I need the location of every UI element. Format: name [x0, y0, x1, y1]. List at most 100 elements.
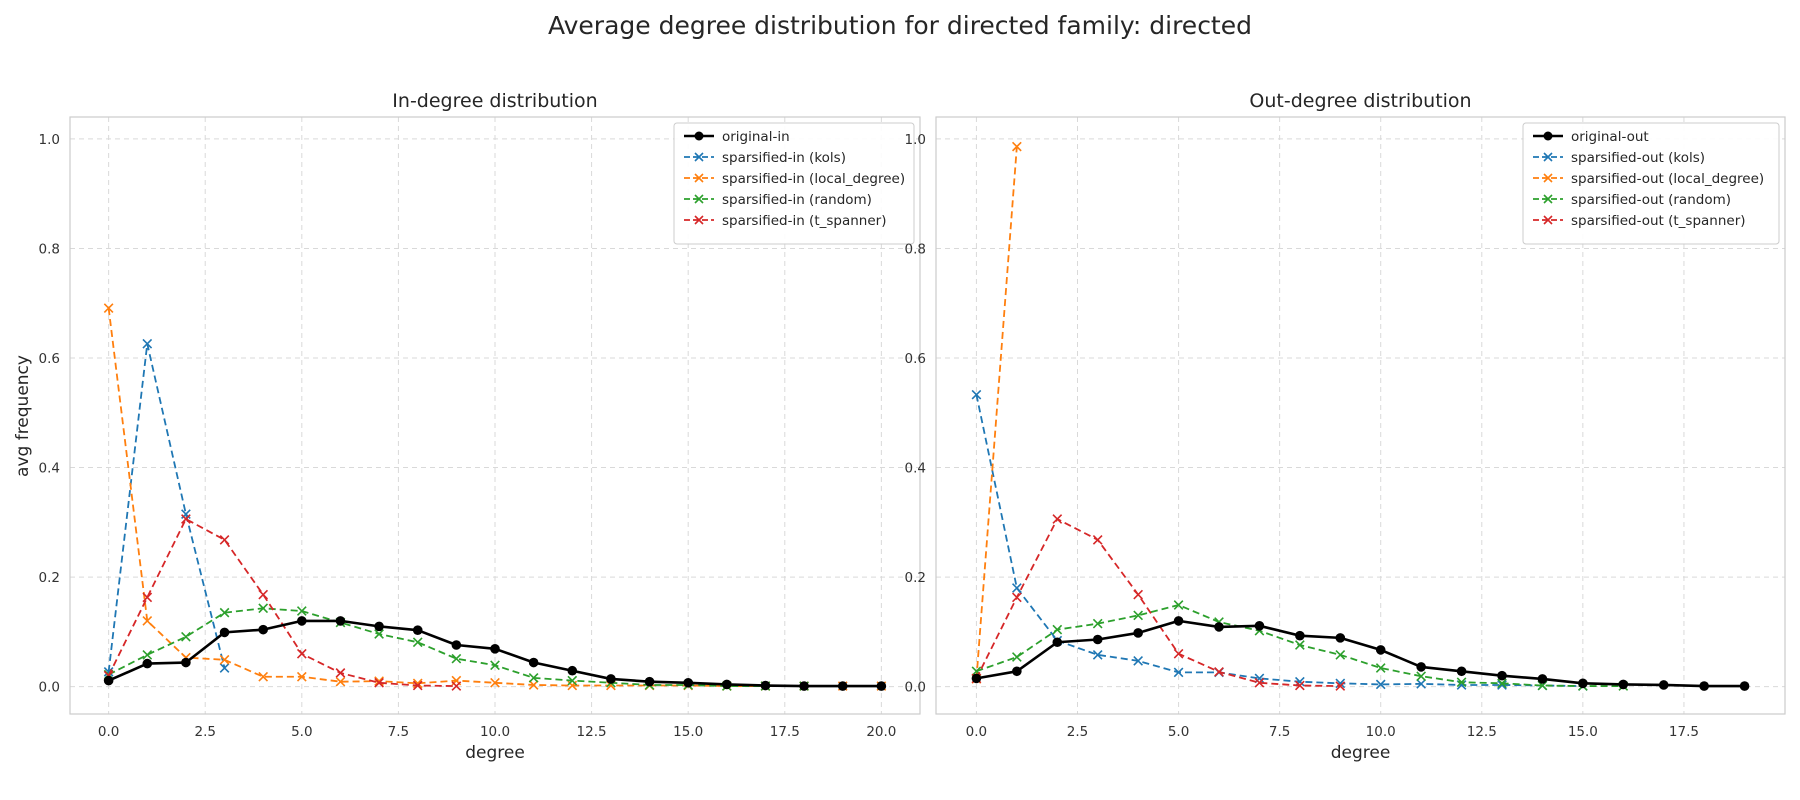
chart-0-point-random-7: [374, 629, 384, 639]
chart-1-series-line-original: [976, 619, 1745, 688]
chart-1-y-tick-label-1: 0.2: [905, 570, 926, 586]
chart-0-x-tick-label-8: 20.0: [866, 724, 896, 740]
chart-1-x-tick-label-7: 17.5: [1669, 724, 1699, 740]
chart-1-x-tick-label-1: 2.5: [1067, 724, 1088, 740]
chart-1-point-original-0: [971, 673, 982, 684]
chart-1-point-original-19: [1739, 681, 1750, 691]
chart-1-y-tick-label-2: 0.4: [905, 461, 926, 477]
chart-1-series-line-t_spanner: [975, 518, 1341, 687]
chart-1-point-original-4: [1133, 628, 1143, 638]
chart-0-point-original-9: [451, 640, 462, 650]
chart-0-point-t_spanner-8: [412, 680, 423, 691]
chart-0-y-tick-label-3: 0.6: [39, 351, 60, 367]
chart-0-point-random-1: [142, 649, 153, 660]
chart-1-point-t_spanner-7: [1254, 677, 1265, 688]
chart-1-point-local_degree-1: [1011, 141, 1022, 152]
chart-1-point-random-12: [1456, 677, 1467, 688]
chart-1-point-original-12: [1456, 666, 1467, 677]
chart-1-point-random-2: [1052, 624, 1063, 635]
chart-1-x-tick-label-0: 0.0: [966, 724, 987, 740]
chart-1-legend: original-out sparsified-out (kols) sparsif…: [1522, 122, 1780, 245]
chart-1-point-original-13: [1497, 670, 1507, 681]
chart-0-series-line-kols: [107, 342, 226, 672]
chart-0-point-random-10: [490, 660, 500, 671]
chart-0-legend-box: [673, 122, 915, 245]
chart-0-y-tick-label-4: 0.8: [39, 241, 60, 257]
chart-1-legend-label-local_degree: sparsified-out (local_degree): [1571, 171, 1764, 187]
chart-0-x-tick-label-1: 2.5: [194, 724, 215, 740]
chart-1-point-t_spanner-2: [1052, 514, 1063, 524]
chart-0-x-tick-label-0: 0.0: [98, 724, 119, 740]
chart-1-y-tick-label-0: 0.0: [905, 680, 926, 696]
chart-0-point-t_spanner-7: [374, 677, 384, 688]
chart-0-x-tick-label-4: 10.0: [480, 724, 510, 740]
chart-0-point-kols-3: [219, 663, 230, 673]
chart-1-y-tick-label-4: 0.8: [905, 241, 926, 257]
chart-0-point-local_degree-1: [142, 616, 153, 626]
y-axis-label: avg frequency: [13, 355, 33, 477]
chart-0-point-original-18: [799, 681, 809, 691]
chart-0-point-original-17: [760, 680, 771, 691]
chart-1-point-original-3: [1092, 634, 1103, 645]
chart-1-y-tick-label-3: 0.6: [905, 351, 926, 367]
chart-0-legend-marker-local_degree: [694, 173, 704, 183]
chart-0-y-tick-label-1: 0.2: [39, 570, 60, 586]
chart-1-legend-marker-local_degree: [1543, 173, 1553, 183]
chart-1-point-t_spanner-1: [1011, 592, 1022, 603]
out-degree-panel: 0.0 2.5 5.0 7.5 10.0 12.5 15.0 17.5 0.0 0.2 0.4 0.6…: [905, 90, 1786, 763]
chart-1-point-original-11: [1416, 662, 1426, 672]
chart-0-legend-marker-t_spanner: [694, 215, 704, 225]
chart-1-point-random-5: [1173, 600, 1184, 610]
chart-0-point-t_spanner-2: [181, 514, 191, 524]
chart-0-point-original-13: [606, 674, 616, 684]
chart-0-legend-label-local_degree: sparsified-in (local_degree): [722, 171, 905, 187]
chart-0-point-local_degree-0: [103, 303, 114, 314]
chart-1-title: Out-degree distribution: [1249, 90, 1471, 112]
chart-0-point-original-7: [374, 621, 384, 632]
chart-1-point-original-5: [1173, 616, 1184, 626]
chart-1-point-kols-0: [971, 389, 982, 400]
chart-0-plot-frame: [69, 116, 921, 715]
chart-1-point-random-11: [1416, 671, 1427, 682]
chart-0-point-random-3: [219, 607, 230, 618]
chart-1-point-original-14: [1537, 674, 1548, 684]
chart-1-point-original-7: [1254, 621, 1265, 631]
chart-1-point-original-10: [1375, 645, 1386, 655]
chart-0-point-random-12: [567, 675, 578, 686]
chart-0-point-t_spanner-6: [335, 668, 346, 678]
chart-1-point-kols-5: [1173, 667, 1184, 678]
chart-1-point-original-1: [1012, 666, 1022, 677]
chart-0-legend-marker-kols: [694, 152, 704, 162]
chart-0-point-original-15: [683, 677, 693, 688]
chart-1-series-line-local_degree: [975, 146, 1018, 680]
chart-0-x-tick-label-6: 15.0: [673, 724, 703, 740]
chart-0-point-original-1: [142, 658, 153, 669]
chart-0-point-t_spanner-9: [451, 681, 462, 691]
chart-1-point-t_spanner-3: [1092, 534, 1103, 545]
chart-0-y-tick-label-0: 0.0: [39, 680, 60, 696]
chart-1-point-random-10: [1375, 663, 1386, 673]
chart-1-point-kols-1: [1011, 583, 1022, 593]
chart-0-point-local_degree-3: [219, 654, 230, 665]
chart-0-x-tick-label-7: 17.5: [770, 724, 800, 740]
chart-0-point-local_degree-5: [296, 671, 307, 682]
chart-0-point-original-8: [412, 625, 423, 636]
chart-0-point-original-11: [528, 657, 539, 668]
chart-0-point-local_degree-4: [258, 671, 269, 682]
chart-0-point-kols-0: [103, 666, 114, 677]
chart-1-point-kols-11: [1416, 679, 1427, 689]
chart-1-point-kols-13: [1497, 680, 1507, 690]
chart-1-point-t_spanner-9: [1335, 681, 1346, 691]
chart-0-y-tick-label-5: 1.0: [39, 132, 60, 148]
chart-1-point-random-8: [1294, 640, 1305, 650]
chart-1-point-original-18: [1699, 681, 1709, 691]
chart-0-point-t_spanner-3: [219, 534, 230, 545]
chart-1-point-kols-4: [1133, 656, 1144, 666]
chart-0-point-random-4: [258, 603, 269, 614]
chart-1-point-original-2: [1052, 637, 1063, 648]
chart-0-point-original-6: [335, 616, 346, 626]
chart-0-legend-label-kols: sparsified-in (kols): [722, 150, 846, 166]
chart-1-point-original-15: [1578, 678, 1588, 689]
chart-0-point-original-19: [837, 681, 848, 691]
chart-0-point-local_degree-7: [374, 676, 384, 687]
